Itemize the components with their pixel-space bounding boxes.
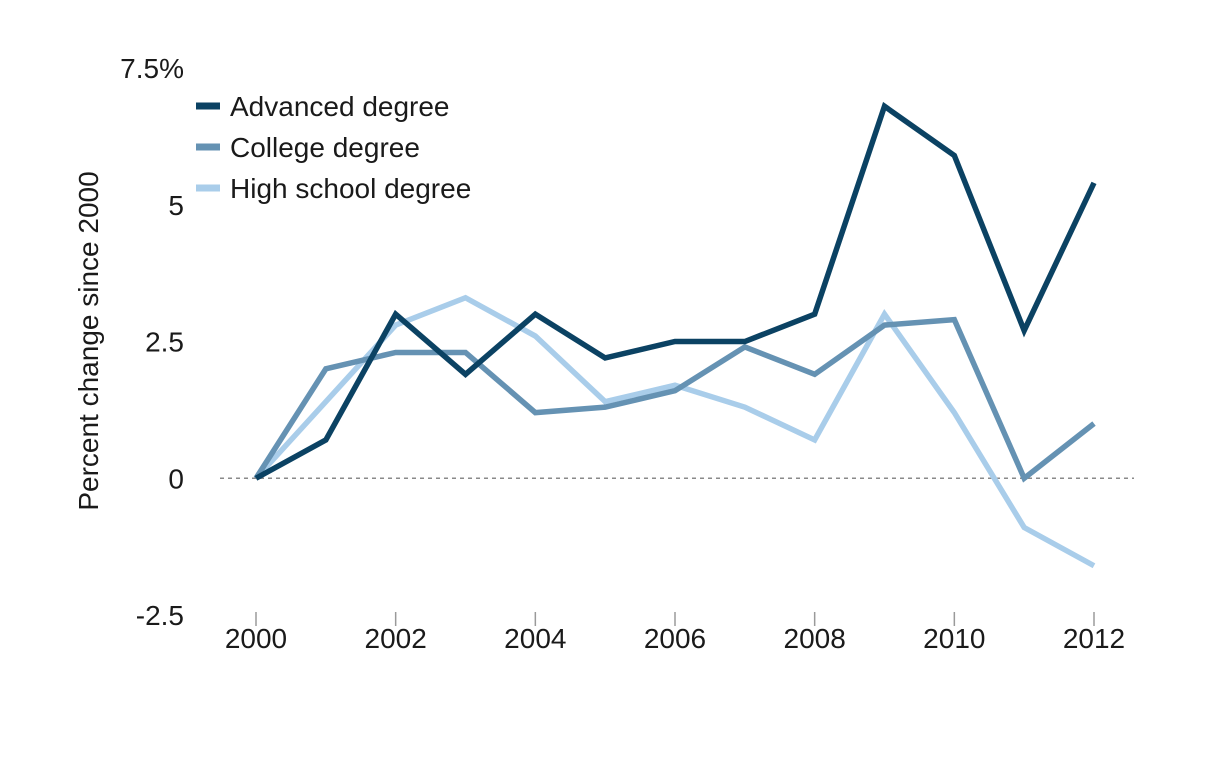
x-tick-label: 2002 (365, 623, 427, 654)
series-line-college-degree (253, 316, 1096, 483)
y-tick-label: 0 (168, 463, 184, 494)
legend-label-advanced-degree: Advanced degree (230, 91, 450, 122)
x-tick-label: 2008 (784, 623, 846, 654)
x-axis: 2000 2002 2004 2006 2008 2010 2012 (225, 612, 1125, 654)
series-line-high-school-degree (253, 294, 1096, 569)
x-tick-label: 2000 (225, 623, 287, 654)
x-tick-label: 2012 (1063, 623, 1125, 654)
y-tick-label: -2.5 (136, 600, 184, 631)
y-tick-label: 5 (168, 190, 184, 221)
y-tick-label: 2.5 (145, 327, 184, 358)
y-axis: -2.5 0 2.5 5 7.5% (120, 53, 184, 631)
legend: Advanced degree College degree High school… (196, 91, 471, 204)
y-tick-label: 7.5% (120, 53, 184, 84)
y-axis-title: Percent change since 2000 (73, 171, 104, 510)
series-layer (253, 101, 1097, 569)
legend-label-college-degree: College degree (230, 132, 420, 163)
x-tick-label: 2010 (923, 623, 985, 654)
x-tick-label: 2006 (644, 623, 706, 654)
legend-label-high-school-degree: High school degree (230, 173, 471, 204)
series-line-advanced-degree (254, 101, 1097, 481)
x-tick-label: 2004 (504, 623, 566, 654)
